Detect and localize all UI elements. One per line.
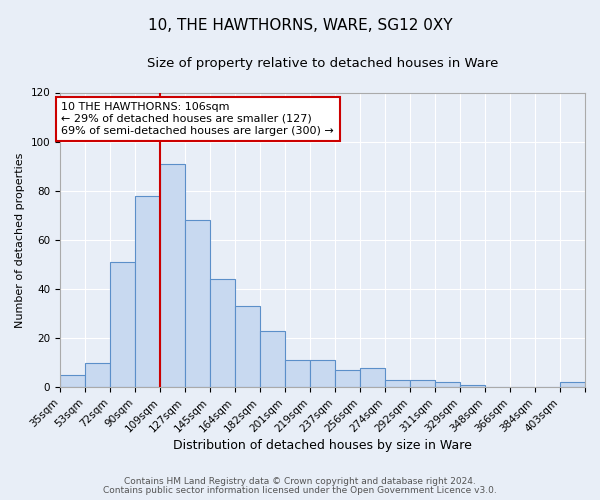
Text: 10, THE HAWTHORNS, WARE, SG12 0XY: 10, THE HAWTHORNS, WARE, SG12 0XY bbox=[148, 18, 452, 32]
X-axis label: Distribution of detached houses by size in Ware: Distribution of detached houses by size … bbox=[173, 440, 472, 452]
Bar bbox=[410, 380, 435, 388]
Bar bbox=[385, 380, 410, 388]
Bar bbox=[260, 331, 285, 388]
Bar bbox=[110, 262, 135, 388]
Bar bbox=[460, 385, 485, 388]
Bar bbox=[235, 306, 260, 388]
Bar bbox=[435, 382, 460, 388]
Text: 10 THE HAWTHORNS: 106sqm
← 29% of detached houses are smaller (127)
69% of semi-: 10 THE HAWTHORNS: 106sqm ← 29% of detach… bbox=[61, 102, 334, 136]
Text: Contains HM Land Registry data © Crown copyright and database right 2024.: Contains HM Land Registry data © Crown c… bbox=[124, 477, 476, 486]
Bar bbox=[335, 370, 360, 388]
Bar bbox=[360, 368, 385, 388]
Bar bbox=[560, 382, 585, 388]
Bar bbox=[60, 375, 85, 388]
Title: Size of property relative to detached houses in Ware: Size of property relative to detached ho… bbox=[147, 58, 498, 70]
Bar bbox=[210, 279, 235, 388]
Bar bbox=[160, 164, 185, 388]
Bar bbox=[310, 360, 335, 388]
Bar bbox=[85, 363, 110, 388]
Bar bbox=[185, 220, 210, 388]
Y-axis label: Number of detached properties: Number of detached properties bbox=[15, 152, 25, 328]
Bar bbox=[135, 196, 160, 388]
Text: Contains public sector information licensed under the Open Government Licence v3: Contains public sector information licen… bbox=[103, 486, 497, 495]
Bar bbox=[285, 360, 310, 388]
